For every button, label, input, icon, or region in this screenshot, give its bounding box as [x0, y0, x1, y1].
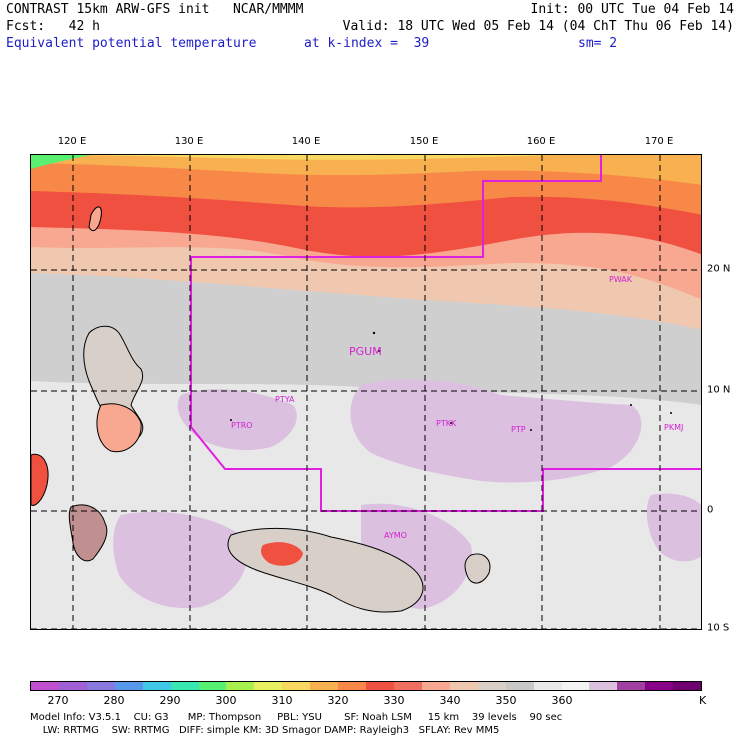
colorbar-label-310: 310 — [271, 694, 293, 707]
map-canvas: PGUM PWAK PTYA PTRO PTKK PTP PKMJ AYMO — [31, 155, 701, 629]
colorbar-swatch — [561, 682, 590, 690]
theta-e-band-320 — [31, 155, 701, 185]
island-dot — [530, 429, 532, 431]
colorbar-swatch — [477, 682, 506, 690]
colorbar-swatch — [533, 682, 562, 690]
theta-e-band-300 — [31, 155, 91, 169]
low-theta-e-patch-south — [113, 511, 248, 609]
colorbar-swatch — [505, 682, 534, 690]
field-name: Equivalent potential temperature — [6, 36, 257, 51]
colorbar-label-300: 300 — [215, 694, 237, 707]
new-britain-landmass — [464, 553, 491, 584]
lon-label-160e: 160 E — [526, 136, 556, 147]
domain-boundary — [190, 155, 701, 512]
vertical-level: at k-index = 39 — [304, 36, 430, 51]
model-info-line2: LW: RRTMG SW: RRTMG DIFF: simple KM: 3D … — [30, 725, 500, 736]
colorbar-swatch — [338, 682, 367, 690]
station-pkmj: PKMJ — [664, 423, 683, 432]
smoothing: sm= 2 — [578, 36, 618, 51]
title-line: CONTRAST 15km ARW-GFS init NCAR/MMMM — [6, 2, 304, 17]
island-dot — [378, 350, 380, 352]
mindanao-landmass — [96, 403, 142, 453]
island-dot-guam — [372, 331, 376, 335]
colorbar-label-360: 360 — [551, 694, 573, 707]
colorbar-swatch — [366, 682, 394, 690]
station-pwak: PWAK — [609, 275, 633, 284]
lat-lon-grid — [31, 155, 701, 629]
colorbar-unit: K — [699, 694, 707, 707]
init-time: Init: 00 UTC Tue 04 Feb 14 — [530, 2, 735, 17]
colorbar-swatch — [226, 682, 255, 690]
colorbar-label-340: 340 — [439, 694, 461, 707]
taiwan-landmass — [88, 206, 102, 232]
island-dot — [670, 412, 672, 414]
theta-e-map: PGUM PWAK PTYA PTRO PTKK PTP PKMJ AYMO — [30, 154, 702, 630]
island-dot — [450, 422, 452, 424]
colorbar-label-320: 320 — [327, 694, 349, 707]
station-ptya: PTYA — [275, 395, 295, 404]
borneo-landmass — [31, 453, 49, 506]
colorbar-swatch — [254, 682, 283, 690]
forecast-hour: Fcst: 42 h — [6, 19, 100, 34]
station-pgum: PGUM — [349, 345, 382, 358]
valid-time: Valid: 18 UTC Wed 05 Feb 14 (04 ChT Thu … — [342, 19, 734, 34]
colorbar-swatch — [86, 682, 115, 690]
colorbar-swatch — [617, 682, 646, 690]
model-info-line1: Model Info: V3.5.1 CU: G3 MP: Thompson P… — [30, 712, 563, 723]
colorbar-swatch — [310, 682, 339, 690]
colorbar-swatch — [673, 682, 702, 690]
colorbar-label-280: 280 — [103, 694, 125, 707]
low-theta-e-patch-west — [177, 389, 297, 451]
colorbar-swatch — [282, 682, 311, 690]
lon-label-130e: 130 E — [174, 136, 204, 147]
colorbar-swatch — [198, 682, 227, 690]
colorbar-swatch — [589, 682, 618, 690]
colorbar-label-330: 330 — [383, 694, 405, 707]
station-aymo: AYMO — [384, 531, 407, 540]
lat-label-equator: 0 — [707, 504, 714, 516]
colorbar-swatch — [170, 682, 199, 690]
colorbar-swatch — [421, 682, 450, 690]
colorbar-swatch — [142, 682, 171, 690]
theta-e-band-315 — [31, 155, 551, 160]
station-ptro: PTRO — [231, 421, 253, 430]
station-ptkk: PTKK — [436, 419, 457, 428]
lon-label-120e: 120 E — [57, 136, 87, 147]
colorbar-swatch — [58, 682, 87, 690]
colorbar-label-270: 270 — [47, 694, 69, 707]
island-dot — [630, 404, 632, 406]
lat-label-10s: 10 S — [707, 622, 730, 634]
colorbar-swatch — [449, 682, 478, 690]
low-theta-e-patch-central — [350, 379, 642, 483]
lon-label-150e: 150 E — [409, 136, 439, 147]
colorbar-swatch — [393, 682, 422, 690]
new-guinea-highlands — [261, 542, 303, 566]
lat-label-20n: 20 N — [707, 263, 731, 275]
lat-label-10n: 10 N — [707, 384, 731, 396]
island-dot — [230, 419, 232, 421]
lon-label-170e: 170 E — [644, 136, 674, 147]
sulawesi-landmass — [68, 504, 108, 562]
colorbar-swatch — [31, 682, 59, 690]
station-ptpn: PTP — [511, 425, 526, 434]
colorbar-label-290: 290 — [159, 694, 181, 707]
colorbar-swatch — [114, 682, 143, 690]
colorbar-label-350: 350 — [495, 694, 517, 707]
colorbar — [30, 681, 702, 691]
lon-label-140e: 140 E — [291, 136, 321, 147]
colorbar-swatch — [645, 682, 674, 690]
